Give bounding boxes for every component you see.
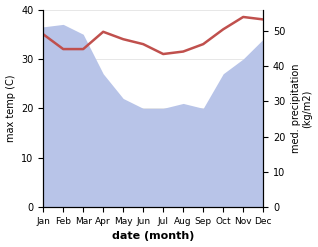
Y-axis label: max temp (C): max temp (C)	[5, 75, 16, 142]
Y-axis label: med. precipitation
(kg/m2): med. precipitation (kg/m2)	[291, 64, 313, 153]
X-axis label: date (month): date (month)	[112, 231, 194, 242]
